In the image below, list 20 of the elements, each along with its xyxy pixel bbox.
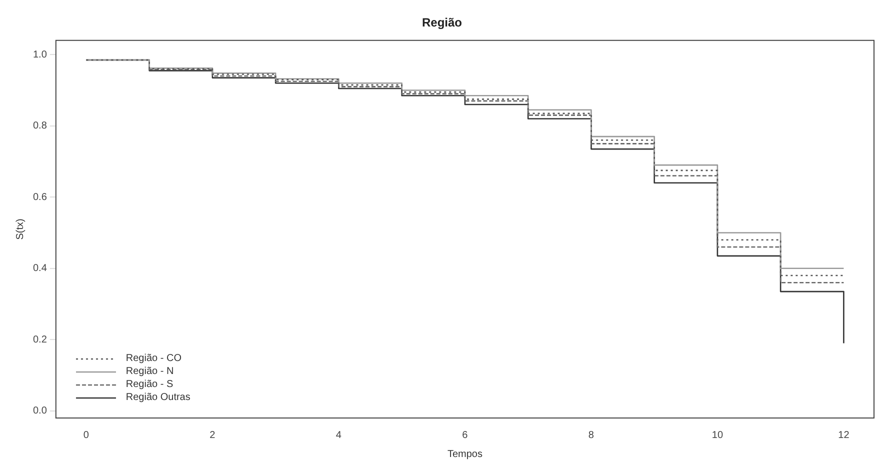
y-tick-label: 0.0 bbox=[32, 406, 48, 417]
legend-label: Região - N bbox=[126, 365, 174, 378]
y-tick-label: 0.4 bbox=[32, 263, 48, 274]
y-tick-label: 0.2 bbox=[32, 334, 48, 346]
x-tick-label: 0 bbox=[83, 430, 90, 441]
x-tick-label: 6 bbox=[462, 430, 468, 441]
x-axis-title: Tempos bbox=[447, 448, 482, 460]
x-tick-label: 10 bbox=[712, 430, 724, 441]
x-tick-label: 2 bbox=[210, 430, 216, 441]
chart-title: Região bbox=[422, 16, 462, 30]
x-tick-label: 8 bbox=[588, 430, 594, 441]
y-tick-label: 0.6 bbox=[32, 192, 48, 203]
y-tick-label: 0.8 bbox=[32, 120, 48, 132]
legend-label: Região - S bbox=[126, 378, 174, 391]
legend-label: Região Outras bbox=[126, 391, 190, 404]
y-tick-label: 1.0 bbox=[32, 49, 48, 60]
x-tick-label: 12 bbox=[838, 430, 850, 441]
y-axis-title: S(tx) bbox=[14, 218, 26, 240]
legend-label: Região - CO bbox=[126, 352, 182, 365]
x-tick-label: 4 bbox=[336, 430, 342, 441]
